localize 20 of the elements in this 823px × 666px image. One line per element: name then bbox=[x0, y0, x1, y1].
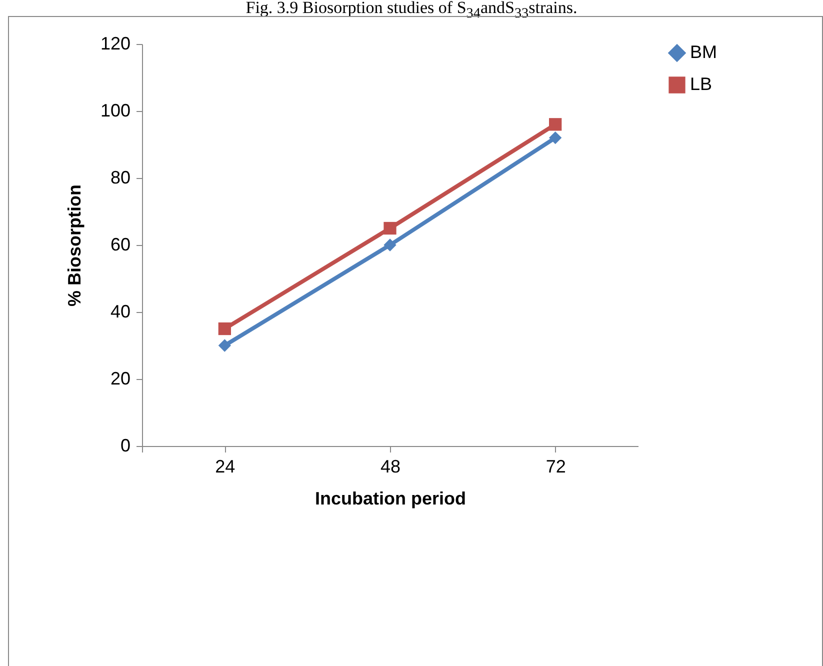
x-tick-label: 72 bbox=[546, 456, 566, 476]
y-tick-label: 0 bbox=[120, 436, 130, 456]
point bbox=[549, 118, 562, 131]
legend-label: BM bbox=[690, 42, 717, 62]
y-axis-title: % Biosorption bbox=[64, 184, 84, 306]
x-tick-label: 48 bbox=[380, 456, 401, 476]
y-tick-label: 60 bbox=[110, 234, 130, 254]
x-tick-label: 24 bbox=[215, 456, 236, 476]
point bbox=[384, 238, 396, 252]
point bbox=[218, 339, 231, 352]
y-tick-label: 80 bbox=[110, 168, 130, 188]
y-tick-label: 40 bbox=[110, 302, 130, 322]
y-tick-label: 100 bbox=[100, 100, 130, 120]
legend-label: LB bbox=[690, 74, 712, 94]
point bbox=[549, 131, 562, 144]
x-axis-title: Incubation period bbox=[315, 488, 466, 508]
point bbox=[384, 222, 396, 235]
y-tick-label: 120 bbox=[100, 34, 130, 54]
y-tick-label: 20 bbox=[110, 368, 130, 388]
point bbox=[218, 322, 231, 336]
